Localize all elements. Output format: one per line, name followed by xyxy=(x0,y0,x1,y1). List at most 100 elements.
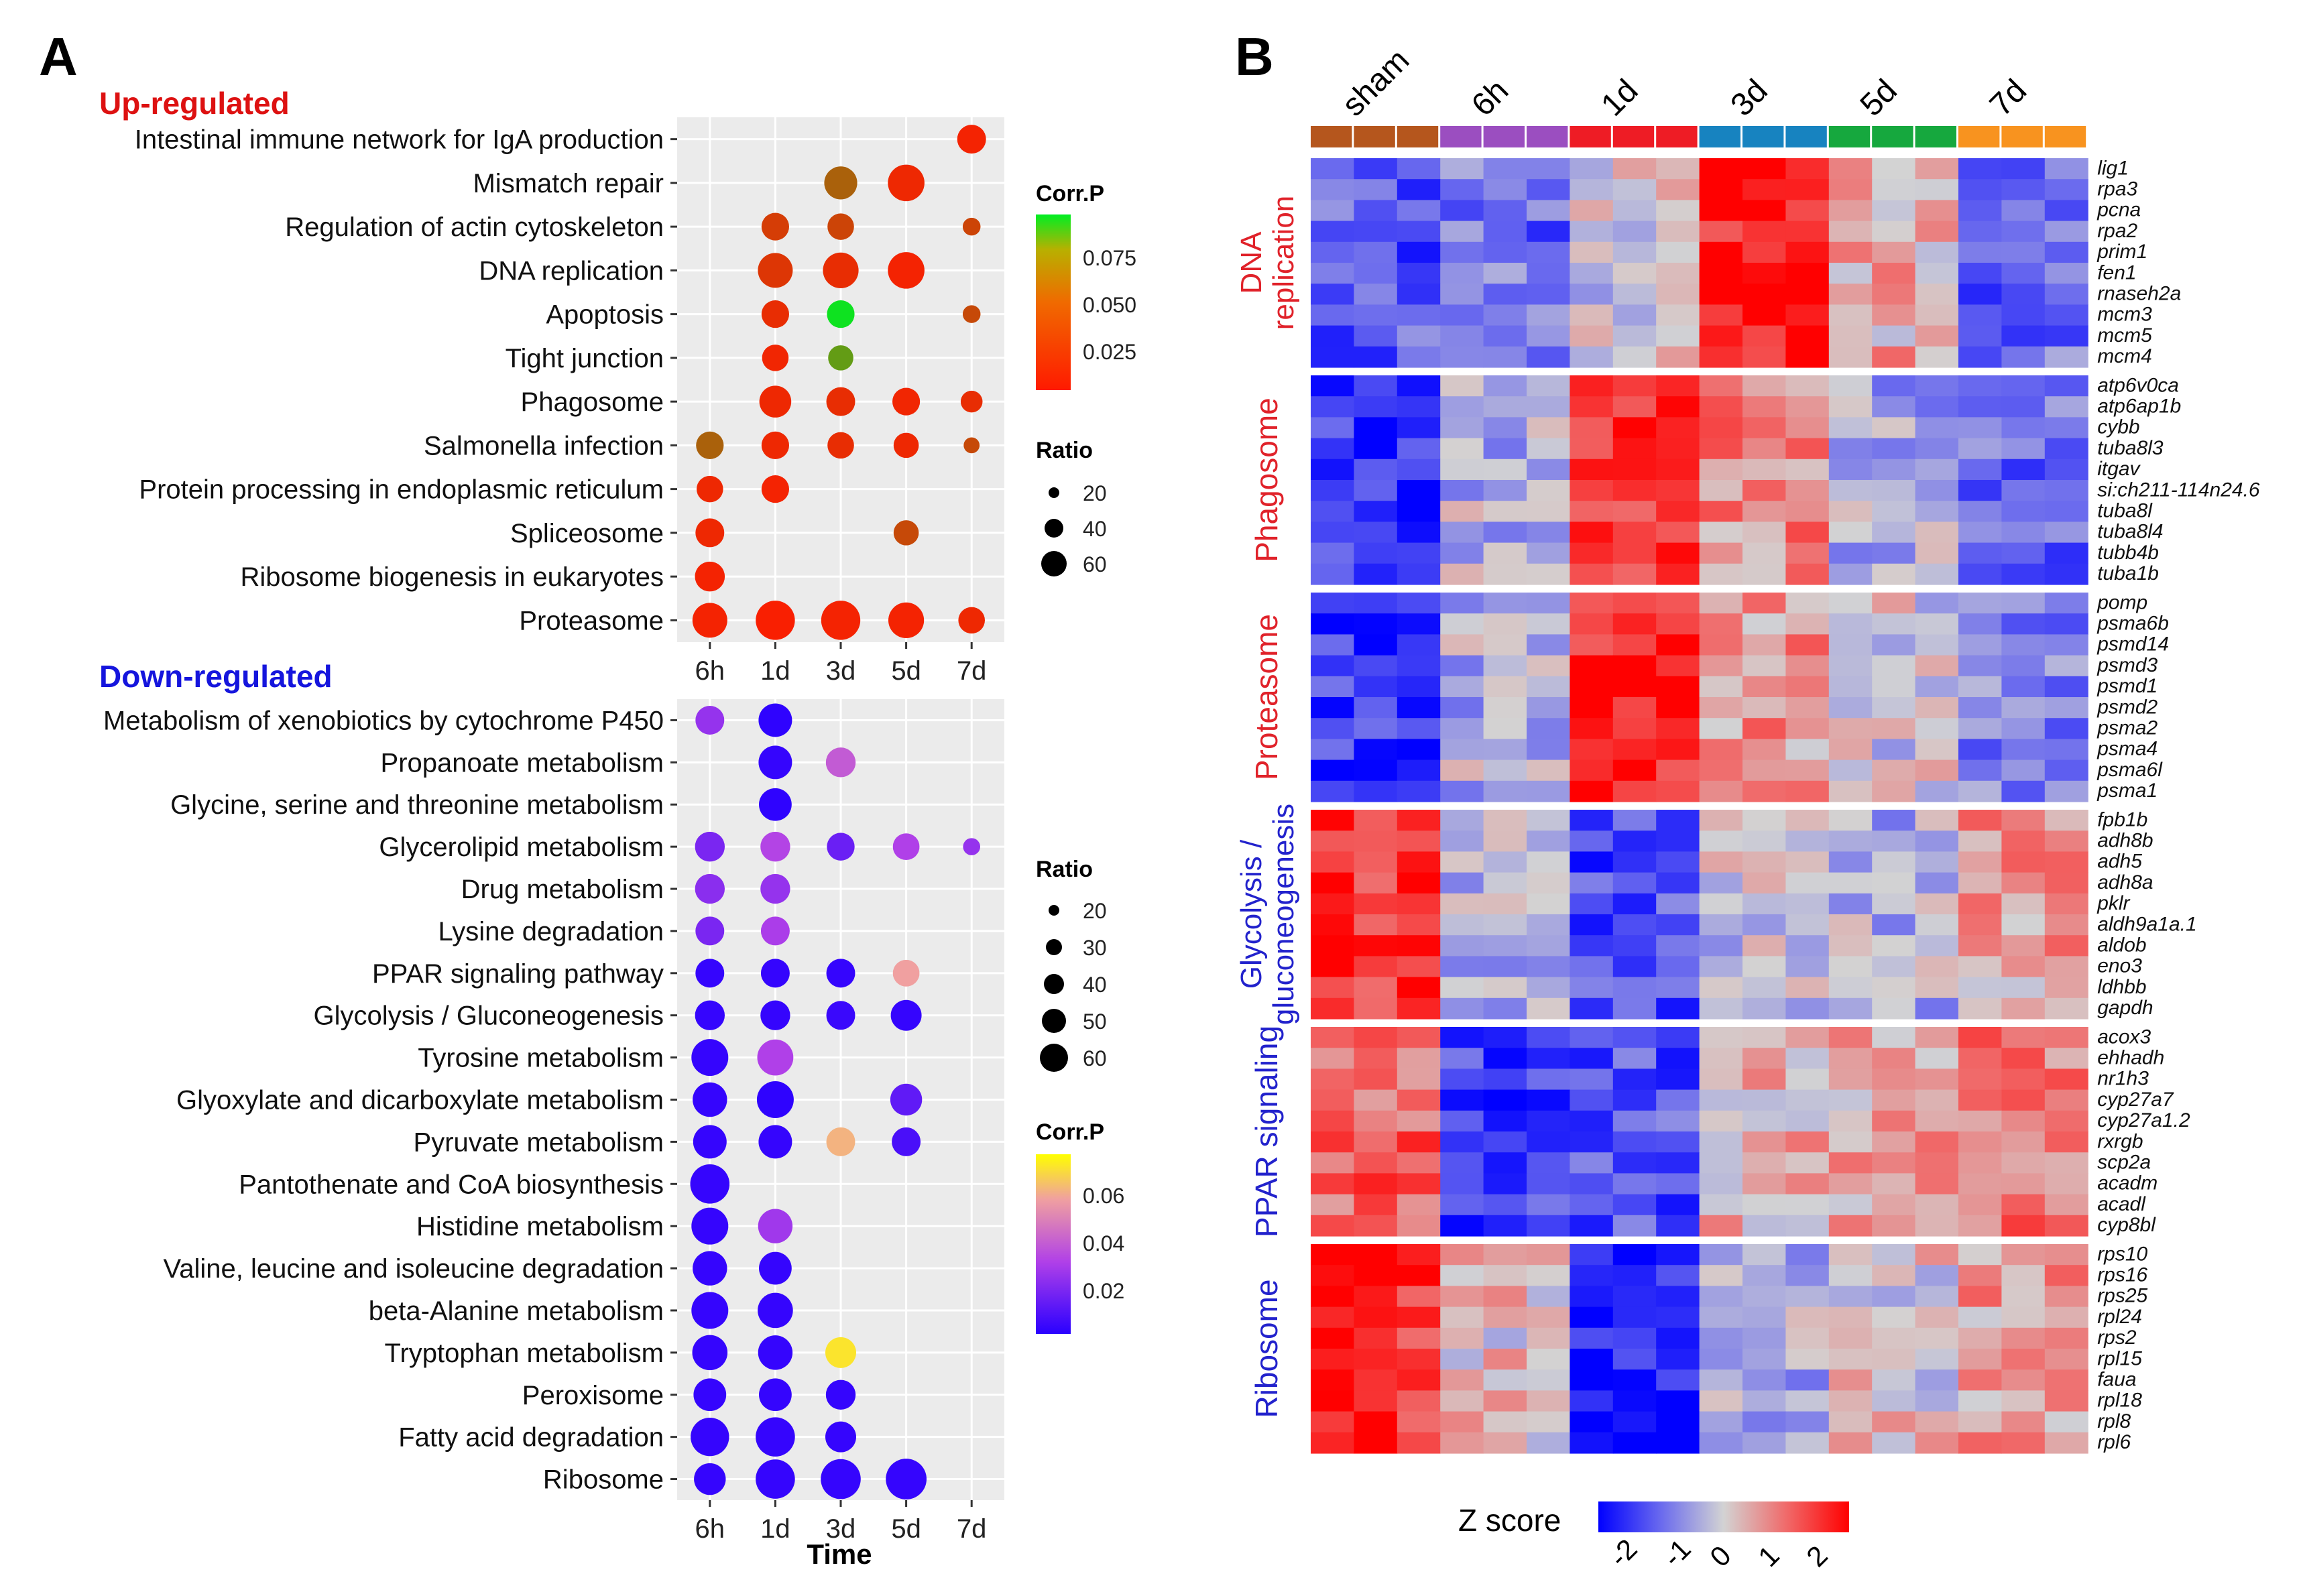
heatmap-cell xyxy=(1785,1286,1830,1308)
heatmap-cell xyxy=(1699,1244,1743,1266)
heatmap-cell xyxy=(1570,501,1614,522)
down-bubble-ppar-signaling-pathway-3d xyxy=(826,959,855,988)
heatmap-cell xyxy=(1742,1390,1786,1412)
up-bubble-salmonella-infection-7d xyxy=(963,437,980,454)
heatmap-cell xyxy=(1354,997,1398,1020)
heatmap-cell xyxy=(1699,396,1743,418)
heatmap-cell xyxy=(1915,780,1959,802)
module-label-line: DNA xyxy=(1235,231,1268,294)
heatmap-cell xyxy=(1958,655,2002,677)
down-bubble-beta-alanine-metabolism-6h xyxy=(691,1292,729,1329)
down-bubble-ppar-signaling-pathway-6h xyxy=(695,959,725,988)
heatmap-cell xyxy=(2001,1349,2046,1370)
heatmap-cell xyxy=(1483,1411,1527,1433)
heatmap-cell xyxy=(1570,1068,1614,1091)
heatmap-cell xyxy=(1915,304,1959,326)
heatmap-cell xyxy=(1397,593,1441,614)
gene-label-eno3: eno3 xyxy=(2097,955,2142,977)
heatmap-cell xyxy=(1742,634,1786,656)
heatmap-cell xyxy=(1699,718,1743,739)
heatmap-cell xyxy=(1354,718,1398,739)
down-ratio-key-30 xyxy=(1046,939,1062,955)
gene-label-adh8b: adh8b xyxy=(2097,830,2153,852)
down-bubble-glycerolipid-metabolism-5d xyxy=(892,833,920,861)
heatmap-cell xyxy=(1828,893,1873,915)
down-bubble-valine-leucine-and-isoleucine-degradation-6h xyxy=(693,1251,727,1286)
heatmap-cell xyxy=(1570,563,1614,585)
panel-b-letter: B xyxy=(1235,27,1274,86)
heatmap-cell xyxy=(1915,1089,1959,1111)
up-bubble-salmonella-infection-3d xyxy=(827,432,854,459)
heatmap-cell xyxy=(1440,346,1484,368)
heatmap-cell xyxy=(1656,697,1700,719)
up-x-tick-label: 3d xyxy=(826,656,856,686)
down-pathway-label: Glycine, serine and threonine metabolism xyxy=(170,790,664,820)
heatmap-cell xyxy=(1699,831,1743,852)
group-color-cell-1d xyxy=(1612,126,1655,147)
heatmap-cell xyxy=(1570,634,1614,656)
heatmap-cell xyxy=(1440,977,1484,999)
heatmap-cell xyxy=(2044,759,2088,782)
down-pathway-label: Glycolysis / Gluconeogenesis xyxy=(314,1001,664,1031)
heatmap-cell xyxy=(1440,1068,1484,1091)
heatmap-cell xyxy=(1828,1027,1873,1048)
heatmap-cell xyxy=(1354,521,1398,544)
module-label-line: gluconeogenesis xyxy=(1267,804,1300,1025)
heatmap-cell xyxy=(1915,1244,1959,1266)
heatmap-cell xyxy=(1397,676,1441,698)
heatmap-cell xyxy=(1483,1048,1527,1069)
heatmap-cell xyxy=(1742,375,1786,397)
gene-label-aldob: aldob xyxy=(2097,934,2146,957)
heatmap-cell xyxy=(1440,1411,1484,1433)
up-pathway-label: DNA replication xyxy=(479,256,664,286)
down-corr-legend-title: Corr.P xyxy=(1036,1119,1104,1145)
gene-label-rpa2: rpa2 xyxy=(2097,220,2137,242)
heatmap-cell xyxy=(2044,480,2088,501)
heatmap-cell xyxy=(1440,375,1484,397)
up-corr-tick: 0.050 xyxy=(1083,293,1136,317)
gene-label-pklr: pklr xyxy=(2096,892,2130,914)
heatmap-cell xyxy=(2001,325,2046,347)
heatmap-cell xyxy=(1785,1244,1830,1266)
heatmap-cell xyxy=(1354,851,1398,873)
down-bubble-peroxisome-3d xyxy=(825,1379,856,1410)
heatmap-cell xyxy=(1872,1152,1916,1174)
heatmap-cell xyxy=(1785,1369,1830,1391)
heatmap-cell xyxy=(1915,997,1959,1020)
down-bubble-glycerolipid-metabolism-6h xyxy=(695,831,725,862)
heatmap-cell xyxy=(1915,346,1959,368)
heatmap-cell xyxy=(1397,634,1441,656)
heatmap-cell xyxy=(1483,997,1527,1020)
down-corr-tick: 0.04 xyxy=(1083,1231,1124,1255)
heatmap-cell xyxy=(1958,396,2002,418)
heatmap-cell xyxy=(1828,563,1873,585)
heatmap-cell xyxy=(2001,1244,2046,1266)
heatmap-cell xyxy=(2001,739,2046,761)
heatmap-cell xyxy=(1785,977,1830,999)
heatmap-cell xyxy=(1872,831,1916,852)
heatmap-cell xyxy=(1785,1068,1830,1091)
heatmap-cell xyxy=(1354,458,1398,481)
heatmap-cell xyxy=(1958,739,2002,761)
heatmap-cell xyxy=(1872,893,1916,915)
heatmap-cell xyxy=(2044,1349,2088,1370)
heatmap-cell xyxy=(1915,563,1959,585)
heatmap-cell xyxy=(1354,1244,1398,1266)
down-pathway-label: Pantothenate and CoA biosynthesis xyxy=(239,1170,664,1199)
heatmap-cell xyxy=(1354,935,1398,957)
up-bubble-phagosome-3d xyxy=(826,387,855,416)
up-pathway-label: Mismatch repair xyxy=(473,169,664,198)
heatmap-cell xyxy=(1828,1173,1873,1195)
heatmap-cell xyxy=(1354,1048,1398,1069)
heatmap-cell xyxy=(1527,480,1570,501)
gene-label-psma1: psma1 xyxy=(2096,780,2158,802)
heatmap-cell xyxy=(1397,1173,1441,1195)
gene-label-rxrgb: rxrgb xyxy=(2097,1130,2143,1152)
heatmap-cell xyxy=(1440,284,1484,305)
heatmap-cell xyxy=(1570,759,1614,782)
heatmap-cell xyxy=(1828,1265,1873,1286)
heatmap-cell xyxy=(1828,739,1873,761)
heatmap-cell xyxy=(1612,1244,1657,1266)
heatmap-cell xyxy=(1527,1152,1570,1174)
heatmap-cell xyxy=(1527,1432,1570,1454)
